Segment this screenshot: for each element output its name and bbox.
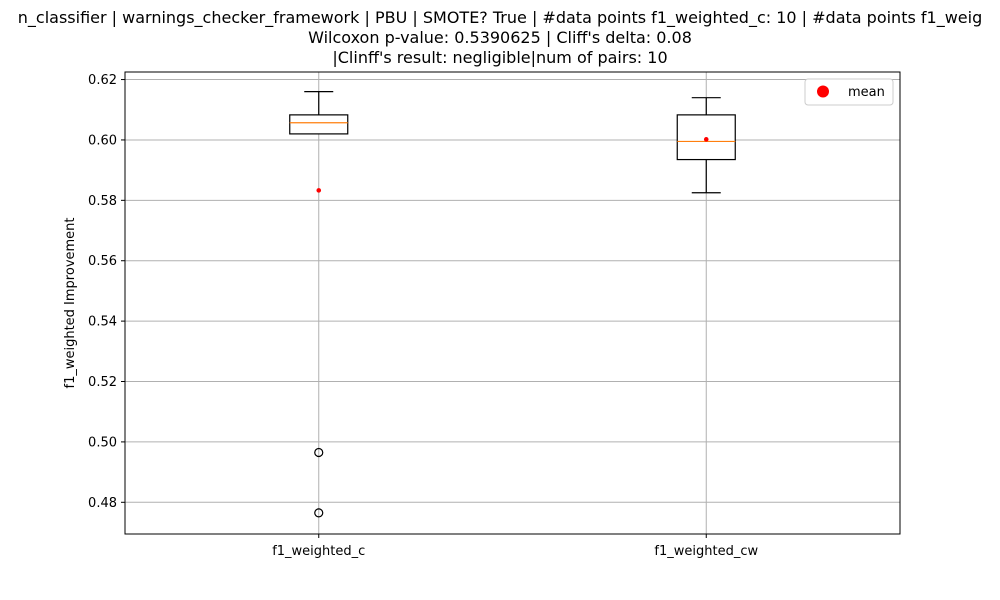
y-tick-label: 0.48: [88, 496, 117, 511]
x-axis-ticks: f1_weighted_c f1_weighted_cw: [272, 534, 758, 559]
chart-title-line-1: n_classifier | warnings_checker_framewor…: [17, 8, 983, 27]
x-tick-label: f1_weighted_cw: [654, 544, 758, 559]
boxes: [289, 91, 736, 518]
legend-mean-marker: [817, 85, 829, 98]
y-tick-label: 0.54: [88, 315, 117, 330]
x-tick-label: f1_weighted_c: [272, 544, 365, 559]
y-tick-label: 0.58: [88, 194, 117, 209]
y-tick-label: 0.52: [88, 375, 117, 390]
y-tick-label: 0.60: [88, 133, 117, 148]
grid-lines: [125, 72, 900, 534]
legend-mean-label: mean: [848, 85, 885, 100]
y-tick-label: 0.50: [88, 435, 117, 450]
outlier-point: [314, 508, 324, 518]
mean-point: [316, 188, 322, 193]
legend-frame: [804, 78, 894, 106]
legend: mean: [804, 78, 894, 106]
y-axis-label: f1_weighted Improvement: [63, 217, 78, 388]
iqr-box: [289, 114, 349, 135]
y-tick-label: 0.56: [88, 254, 117, 269]
box-f1_weighted_c: [289, 91, 349, 518]
box-f1_weighted_cw: [676, 97, 736, 194]
chart-title-line-3: |Clinff's result: negligible|num of pair…: [332, 48, 668, 67]
chart-title-line-2: Wilcoxon p-value: 0.5390625 | Cliff's de…: [308, 28, 692, 47]
plot-area-frame: [124, 71, 901, 535]
mean-point: [703, 137, 709, 142]
y-tick-label: 0.62: [88, 73, 117, 88]
outlier-point: [314, 447, 324, 458]
y-axis-ticks: 0.48 0.50 0.52 0.54 0.56 0.58 0.60 0.62: [88, 73, 125, 511]
